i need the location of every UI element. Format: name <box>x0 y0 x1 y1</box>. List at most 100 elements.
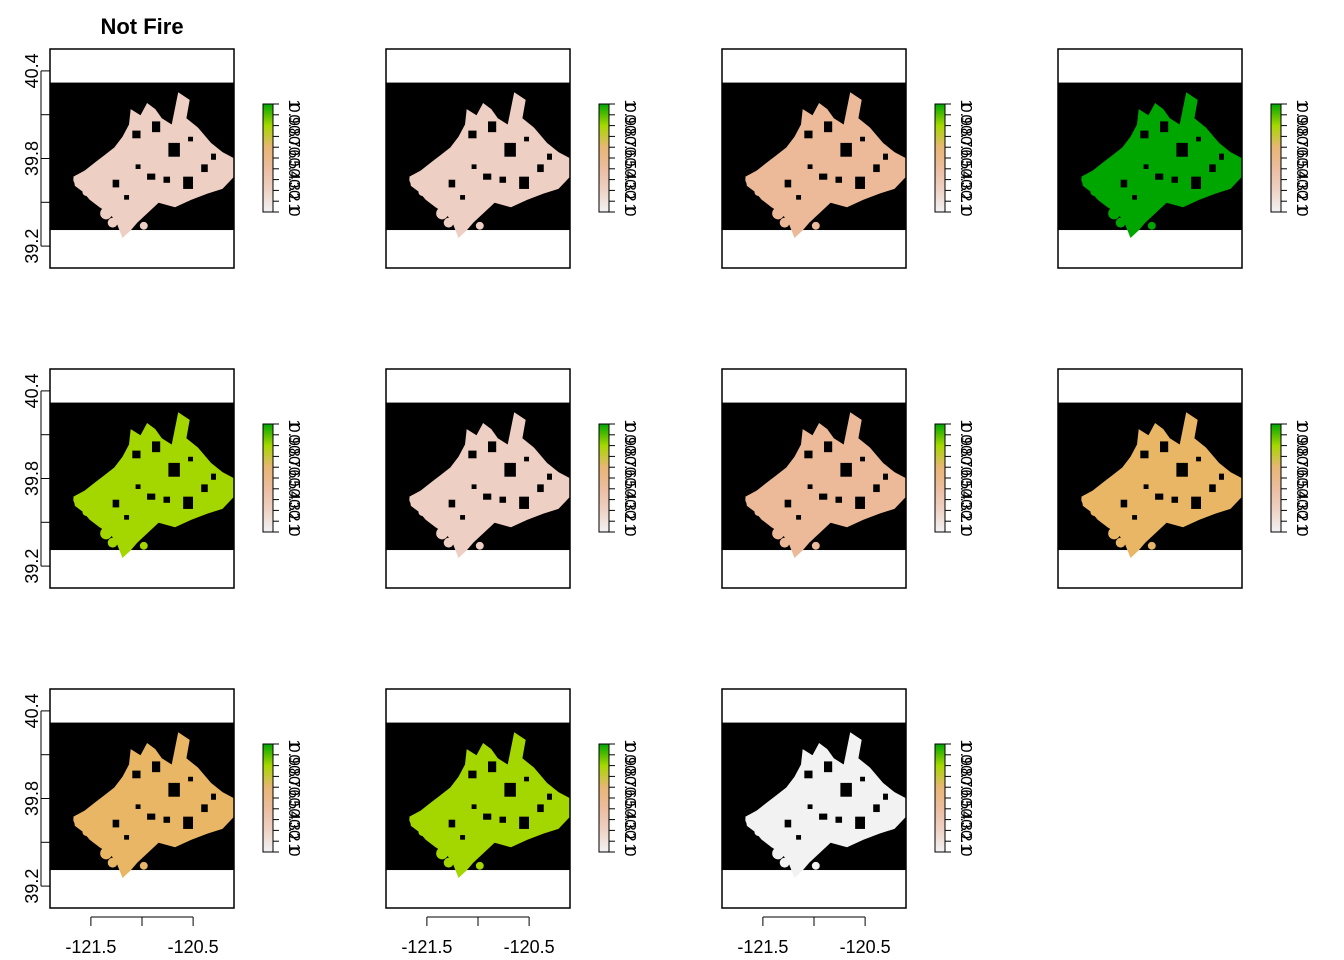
x-tick-label: -120.5 <box>504 937 555 957</box>
y-tick-label: 40.4 <box>22 693 42 728</box>
raster-gap <box>1160 121 1168 132</box>
raster-value-fragment <box>444 538 454 548</box>
legend-tick-label: 1 <box>1293 420 1310 429</box>
raster-value-fragment <box>73 495 83 505</box>
raster-value-fragment <box>73 815 83 825</box>
raster-value-fragment <box>436 208 448 220</box>
raster-value-fragment <box>82 508 90 516</box>
raster-gap <box>808 804 813 809</box>
raster-value-fragment <box>82 828 90 836</box>
legend-colorbar <box>599 744 609 852</box>
raster-value-fragment <box>82 188 90 196</box>
raster-gap <box>472 484 477 489</box>
raster-gap <box>1219 474 1224 480</box>
legend-colorbar <box>263 104 273 212</box>
raster-gap <box>460 195 465 200</box>
raster-value-fragment <box>1116 538 1126 548</box>
raster-gap <box>488 121 496 132</box>
raster-gap <box>1132 195 1137 200</box>
raster-gap <box>835 497 842 503</box>
legend-colorbar <box>599 104 609 212</box>
raster-gap <box>449 180 456 188</box>
raster-gap <box>1171 497 1178 503</box>
legend-colorbar <box>935 744 945 852</box>
raster-gap <box>524 457 529 462</box>
raster-gap <box>1196 137 1201 142</box>
raster-gap <box>1140 131 1148 139</box>
raster-gap <box>183 177 193 189</box>
y-tick-label: 39.8 <box>22 461 42 496</box>
raster-value-fragment <box>780 218 790 228</box>
raster-value-fragment <box>418 508 426 516</box>
raster-gap <box>1121 180 1128 188</box>
raster-gap <box>804 131 812 139</box>
raster-gap <box>1209 164 1216 172</box>
raster-gap <box>819 494 827 500</box>
raster-gap <box>873 484 880 492</box>
raster-gap <box>168 463 179 477</box>
raster-gap <box>1191 497 1201 509</box>
raster-gap <box>835 817 842 823</box>
map-panel: -121.5 -120.5 00.10.20.30.40.50.60.70.80.9… <box>386 689 638 957</box>
raster-value-fragment <box>812 542 820 550</box>
raster-gap <box>211 794 216 800</box>
raster-gap <box>211 474 216 480</box>
raster-gap <box>201 484 208 492</box>
raster-value-fragment <box>476 542 484 550</box>
raster-value-fragment <box>140 862 148 870</box>
raster-gap <box>113 180 120 188</box>
raster-gap <box>1132 515 1137 520</box>
x-tick-label: -121.5 <box>65 937 116 957</box>
raster-value-fragment <box>812 222 820 230</box>
raster-gap <box>163 177 170 183</box>
raster-value-fragment <box>754 828 762 836</box>
raster-value-fragment <box>772 528 784 540</box>
raster-value-fragment <box>444 858 454 868</box>
raster-gap <box>113 820 120 828</box>
raster-gap <box>547 794 552 800</box>
raster-gap <box>183 497 193 509</box>
map-panel: 00.10.20.30.40.50.60.70.80.91 <box>1058 49 1310 268</box>
raster-gap <box>147 174 155 180</box>
raster-value-fragment <box>745 175 755 185</box>
raster-gap <box>796 835 801 840</box>
raster-gap <box>883 154 888 160</box>
raster-gap <box>136 164 141 169</box>
y-tick-label: 40.4 <box>22 53 42 88</box>
map-panel: 39.239.840.4-121.5 -120.500.10.20.30.40.5… <box>22 689 302 957</box>
raster-value-fragment <box>1081 495 1091 505</box>
raster-gap <box>1155 494 1163 500</box>
map-panel: 00.10.20.30.40.50.60.70.80.91 <box>722 49 974 268</box>
raster-gap <box>883 474 888 480</box>
plot-title: Not Fire <box>100 14 183 39</box>
y-tick-label: 40.4 <box>22 373 42 408</box>
raster-value-fragment <box>108 538 118 548</box>
raster-gap <box>163 497 170 503</box>
raster-value-fragment <box>100 208 112 220</box>
legend-tick-label: 1 <box>285 740 302 749</box>
raster-gap <box>855 817 865 829</box>
raster-gap <box>524 777 529 782</box>
raster-value-fragment <box>745 495 755 505</box>
raster-gap <box>840 783 851 797</box>
legend-colorbar <box>599 424 609 532</box>
raster-gap <box>504 783 515 797</box>
raster-value-fragment <box>754 508 762 516</box>
raster-gap <box>519 817 529 829</box>
raster-gap <box>873 804 880 812</box>
raster-gap <box>804 451 812 459</box>
legend-tick-label: 1 <box>957 420 974 429</box>
raster-gap <box>519 497 529 509</box>
raster-gap <box>819 174 827 180</box>
raster-gap <box>211 154 216 160</box>
legend-colorbar <box>935 104 945 212</box>
raster-value-fragment <box>1116 218 1126 228</box>
raster-gap <box>824 761 832 772</box>
raster-gap <box>188 777 193 782</box>
legend-tick-label: 1 <box>957 100 974 109</box>
raster-gap <box>132 771 140 779</box>
raster-gap <box>785 180 792 188</box>
raster-gap <box>796 515 801 520</box>
raster-gap <box>460 835 465 840</box>
